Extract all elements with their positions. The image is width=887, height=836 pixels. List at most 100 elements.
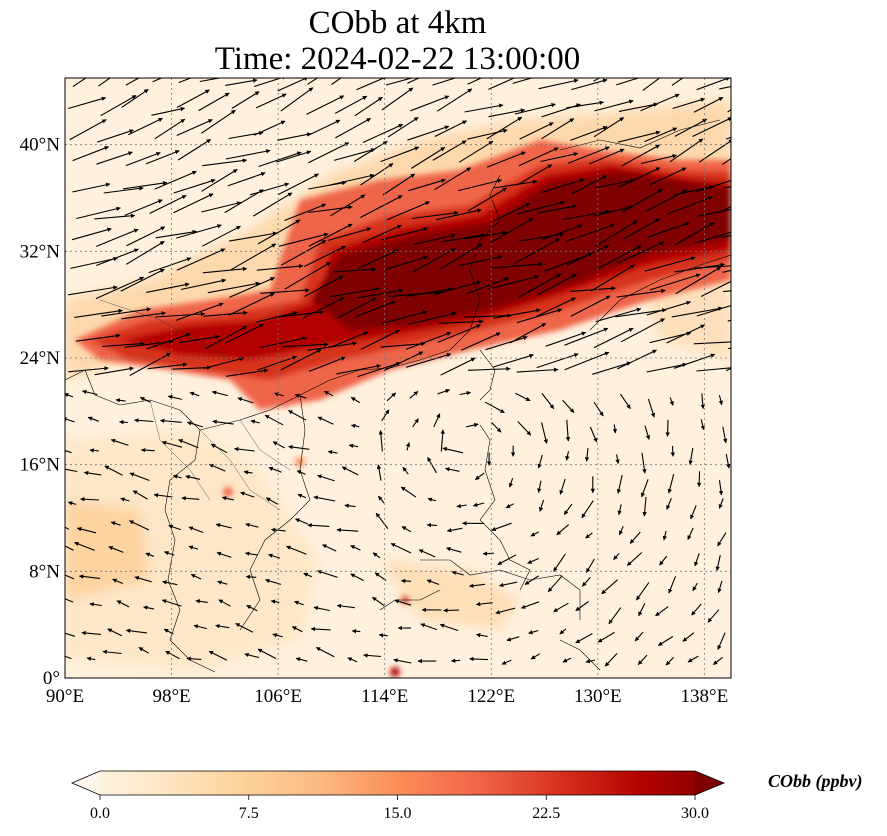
wind-arrow [249,182,290,196]
wind-arrow [253,192,293,217]
wind-arrow [727,319,731,322]
chart-title-line2: Time: 2024-02-22 13:00:00 [214,41,581,77]
wind-arrow [541,118,575,140]
wind-arrow [259,336,307,349]
wind-arrow [229,277,275,298]
wind-arrow [177,138,212,161]
wind-arrow [571,175,608,195]
wind-arrow [380,341,426,348]
wind-arrow [128,117,163,136]
wind-arrow [638,603,646,617]
wind-arrow [584,448,590,462]
wind-arrow [278,173,319,195]
wind-arrow [225,149,271,160]
lat-tick-label: 0° [43,668,60,689]
wind-arrow [89,448,99,453]
wind-arrow [125,151,161,167]
wind-arrow [585,532,593,539]
wind-arrow [159,418,182,424]
wind-arrow [432,140,467,161]
wind-arrow [307,523,330,528]
wind-arrow [718,480,724,496]
wind-arrow [189,391,200,397]
wind-arrow [467,128,508,140]
wind-arrow [694,265,731,269]
wind-arrow [556,524,570,536]
wind-arrow [386,392,397,402]
wind-arrow [467,366,511,372]
wind-arrow [65,468,78,473]
wind-arrow [235,623,254,633]
wind-arrow [348,443,359,449]
wind-arrow [278,310,324,318]
wind-arrow [517,421,532,436]
wind-arrow [120,268,165,292]
wind-arrow [386,201,430,221]
lat-tick-label: 32°N [20,241,61,262]
wind-arrow [216,551,232,558]
wind-arrow [722,157,731,165]
wind-arrow [350,545,361,551]
wind-arrow [475,632,488,638]
wind-arrow [553,553,566,572]
wind-arrow [640,154,677,165]
wind-arrow [564,327,609,346]
wind-arrow [644,256,696,272]
wind-arrow [644,425,651,440]
wind-arrow [595,220,638,247]
wind-arrow [475,472,485,481]
wind-arrow [693,341,731,345]
wind-arrow [439,319,484,324]
wind-arrow [593,401,604,417]
wind-arrow [329,331,369,349]
wind-arrow [378,633,388,638]
wind-arrow [121,311,167,320]
wind-arrow [505,503,515,509]
wind-arrow [405,353,452,368]
wind-arrow [172,365,212,370]
wind-arrow [65,598,74,603]
wind-arrow [145,150,180,165]
wind-arrow [695,179,731,193]
wind-arrow [377,495,385,504]
wind-arrow [725,367,731,372]
wind-arrow [621,188,663,214]
wind-arrow [509,323,547,344]
wind-arrow [65,655,72,660]
wind-arrow [161,440,183,448]
wind-arrow [618,102,659,112]
wind-arrow [173,178,216,194]
wind-arrow [155,229,198,239]
wind-arrow [202,310,248,317]
wind-arrow [176,89,210,108]
wind-arrow [669,397,674,406]
wind-arrow [278,232,329,247]
wind-arrow [536,204,578,214]
wind-arrow [542,224,583,241]
wind-arrow [98,78,111,87]
wind-arrow [315,647,335,658]
wind-arrow [432,78,457,86]
wind-arrow [439,623,459,632]
wind-arrow [530,531,539,537]
lon-tick-label: 130°E [574,686,622,707]
wind-arrow [575,633,593,644]
wind-arrow [491,522,512,532]
wind-arrow [381,227,429,241]
wind-arrow [541,422,548,444]
wind-arrow [486,116,523,140]
wind-arrow [570,126,608,141]
wind-arrow [329,173,375,186]
wind-arrow [440,357,476,376]
wind-arrow [357,288,404,299]
wind-arrow [78,574,101,579]
wind-arrow [538,78,579,90]
wind-arrow [501,659,512,665]
wind-arrow [388,290,442,297]
wind-arrow [356,78,388,91]
wind-arrow [722,269,731,273]
wind-arrow [268,466,282,473]
wind-arrow [588,148,625,165]
wind-arrow [696,367,731,372]
wind-arrow [640,479,649,498]
